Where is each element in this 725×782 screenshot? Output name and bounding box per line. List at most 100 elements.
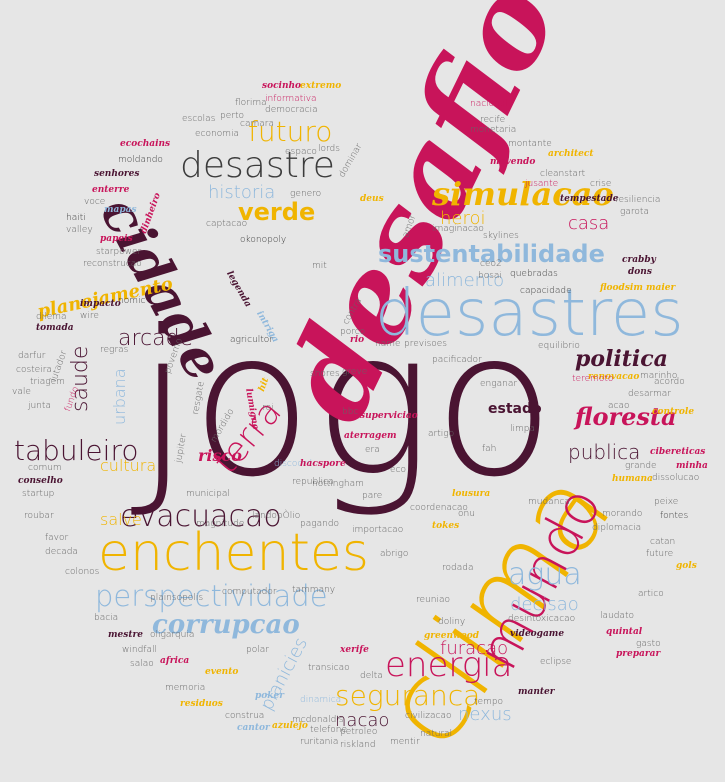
word-residuos: residuos [180, 699, 223, 709]
word-conselho: conselho [18, 476, 63, 486]
word-previsoes: previsoes [404, 339, 448, 349]
word-fontes: fontes [660, 511, 689, 521]
word-evacuacao: evacuacao [120, 499, 282, 534]
word-agricultor: agricultor [230, 335, 274, 345]
word-valley: valley [66, 225, 93, 235]
word-hacspore: hacspore [300, 459, 346, 469]
word-tempo: tempo [474, 697, 504, 707]
word-diplomacia: diplomacia [592, 523, 642, 533]
word-onu: onu [458, 509, 475, 519]
word-movendo: movendo [490, 157, 536, 167]
word-extremo: extremo [300, 81, 342, 91]
word-tokes: tokes [432, 521, 460, 531]
word-historia: historia [208, 182, 276, 203]
word-economia: economia [195, 129, 239, 139]
word-transicao: transicao [308, 663, 350, 673]
word-doliny: doliny [438, 617, 466, 627]
word-cibereticas: cibereticas [650, 447, 706, 457]
word-mudanca: mudanca [528, 497, 570, 507]
word-reuniao: reuniao [416, 595, 450, 605]
word-simulacao: simulacao [432, 175, 614, 213]
word-papeis: papeis [100, 234, 133, 244]
word-name: name [375, 339, 401, 349]
word-nomic: nomic [118, 296, 146, 306]
word-lutador: lutador [49, 349, 70, 384]
word-nottingham: nottingham [312, 479, 364, 489]
word-coordenacao: coordenacao [410, 503, 468, 513]
word-xerife: xerife [340, 645, 369, 655]
word-imaginacao: imaginacao [432, 224, 484, 234]
word-garota: garota [620, 207, 649, 217]
word-crise: crise [590, 179, 612, 189]
word-rio: rio [350, 335, 365, 345]
word-junta: junta [28, 401, 51, 411]
word-floresta: floresta [575, 402, 677, 431]
word-capacidade: capacidade [520, 286, 572, 296]
word-porco: porco [340, 327, 366, 337]
word-teremoto: teremoto [572, 374, 614, 384]
word-catan: catan [650, 537, 676, 547]
word-futuro: futuro [248, 115, 333, 148]
word-moldando: moldando [118, 155, 163, 165]
word-laudato: laudato [600, 611, 634, 621]
word-africa: africa [160, 656, 190, 666]
word-starpower: starpower [96, 247, 142, 257]
word-regras: regras [100, 345, 129, 355]
word-discoord: discoord [274, 459, 313, 469]
word-gols: gols [676, 561, 697, 571]
word-darfur: darfur [18, 351, 46, 361]
word-lousura: lousura [452, 489, 491, 499]
word-tempestade: tempestade [560, 194, 619, 204]
word-florima: florima [235, 98, 267, 108]
word-aterragem: aterragem [344, 431, 397, 441]
word-decisao: decisao [510, 594, 579, 615]
word-seguranca: seguranca [335, 679, 481, 712]
word-vale: vale [12, 387, 31, 397]
word-renovacao: renovacao [588, 372, 640, 382]
word-evento: evento [205, 667, 239, 677]
word-democracia: democracia [265, 105, 318, 115]
word-costeira: costeira [16, 365, 52, 375]
word-superviciao: superviciao [360, 411, 418, 421]
word-decada: decada [45, 547, 78, 557]
word-skylines: skylines [483, 231, 519, 241]
word-urbana: urbana [110, 368, 129, 425]
word-ruritania: ruritania [300, 737, 339, 747]
word-era: era [365, 445, 380, 455]
word-reconstrucao: reconstrucao [83, 259, 142, 269]
word-grande: grande [625, 461, 657, 471]
word-startup: startup [22, 489, 55, 499]
word-polar: polar [246, 645, 269, 655]
word-delta: delta [360, 671, 383, 681]
word-alimento: alimento [425, 270, 505, 291]
word-enganar: enganar [480, 379, 518, 389]
word-computador: computador [222, 587, 277, 597]
word-azulejo: azulejo [272, 721, 308, 731]
word-ceo2: ceo2 [480, 259, 502, 269]
word-poker: poker [255, 691, 284, 701]
word-bosai: bosai [478, 271, 502, 281]
word-mestre: mestre [108, 630, 143, 640]
word-riskland: riskland [340, 740, 376, 750]
word-colonos: colonos [65, 567, 100, 577]
word-dons: dons [628, 267, 652, 277]
word-artigo: artigo [428, 429, 455, 439]
word-risco: risco [198, 446, 242, 465]
word-publica: publica [568, 440, 641, 464]
word-desastres: desastres [375, 277, 684, 351]
word-tammany: tammany [292, 585, 336, 595]
word-casa: casa [568, 213, 610, 234]
word-marinho: marinho [640, 371, 678, 381]
word-preparar: preparar [616, 649, 661, 659]
word-artico: artico [638, 589, 664, 599]
word-haiti: haiti [66, 213, 86, 223]
word-gasto: gasto [636, 639, 661, 649]
word-wire: wire [80, 311, 99, 321]
word-humana: humana [612, 474, 653, 484]
word-jogo: jogo [135, 288, 556, 521]
word-resiliencia: resiliencia [615, 195, 661, 205]
word-oligarquia: oligarquia [150, 630, 195, 640]
word-enchentes: enchentes [98, 523, 369, 583]
word-perto: perto [220, 111, 244, 121]
word-salao: salao [130, 659, 154, 669]
